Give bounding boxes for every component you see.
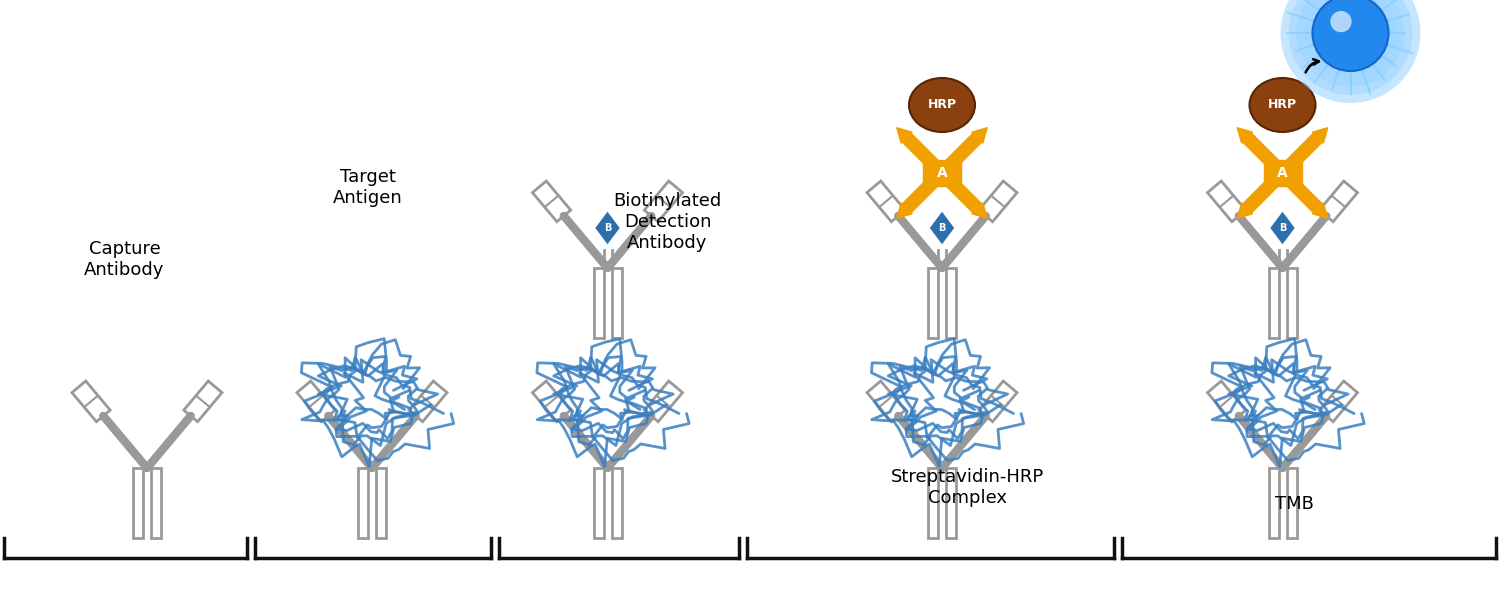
Polygon shape xyxy=(1263,160,1302,186)
Text: A: A xyxy=(1276,166,1288,180)
Text: TMB: TMB xyxy=(1275,495,1314,513)
Text: HRP: HRP xyxy=(927,98,957,112)
Ellipse shape xyxy=(1250,78,1316,132)
Polygon shape xyxy=(1312,128,1328,143)
Polygon shape xyxy=(1238,203,1252,218)
Polygon shape xyxy=(928,210,956,246)
Polygon shape xyxy=(897,128,912,143)
Text: Target
Antigen: Target Antigen xyxy=(333,168,402,207)
Circle shape xyxy=(1312,0,1389,71)
Polygon shape xyxy=(594,210,621,246)
Circle shape xyxy=(1330,11,1352,32)
Circle shape xyxy=(1305,0,1396,79)
Circle shape xyxy=(1288,0,1413,95)
Text: B: B xyxy=(1280,223,1286,233)
Text: A: A xyxy=(936,166,948,180)
Polygon shape xyxy=(1269,210,1296,246)
Text: HRP: HRP xyxy=(1268,98,1298,112)
Polygon shape xyxy=(972,203,987,218)
Ellipse shape xyxy=(909,78,975,132)
Text: Capture
Antibody: Capture Antibody xyxy=(84,240,165,279)
Polygon shape xyxy=(1238,128,1252,143)
Polygon shape xyxy=(972,128,987,143)
Text: Streptavidin-HRP
Complex: Streptavidin-HRP Complex xyxy=(891,468,1044,507)
Polygon shape xyxy=(1312,203,1328,218)
Circle shape xyxy=(1296,0,1404,87)
Text: Biotinylated
Detection
Antibody: Biotinylated Detection Antibody xyxy=(614,192,722,251)
Text: B: B xyxy=(604,223,610,233)
Polygon shape xyxy=(922,160,962,186)
Text: B: B xyxy=(939,223,945,233)
Polygon shape xyxy=(897,203,912,218)
Circle shape xyxy=(1281,0,1420,103)
